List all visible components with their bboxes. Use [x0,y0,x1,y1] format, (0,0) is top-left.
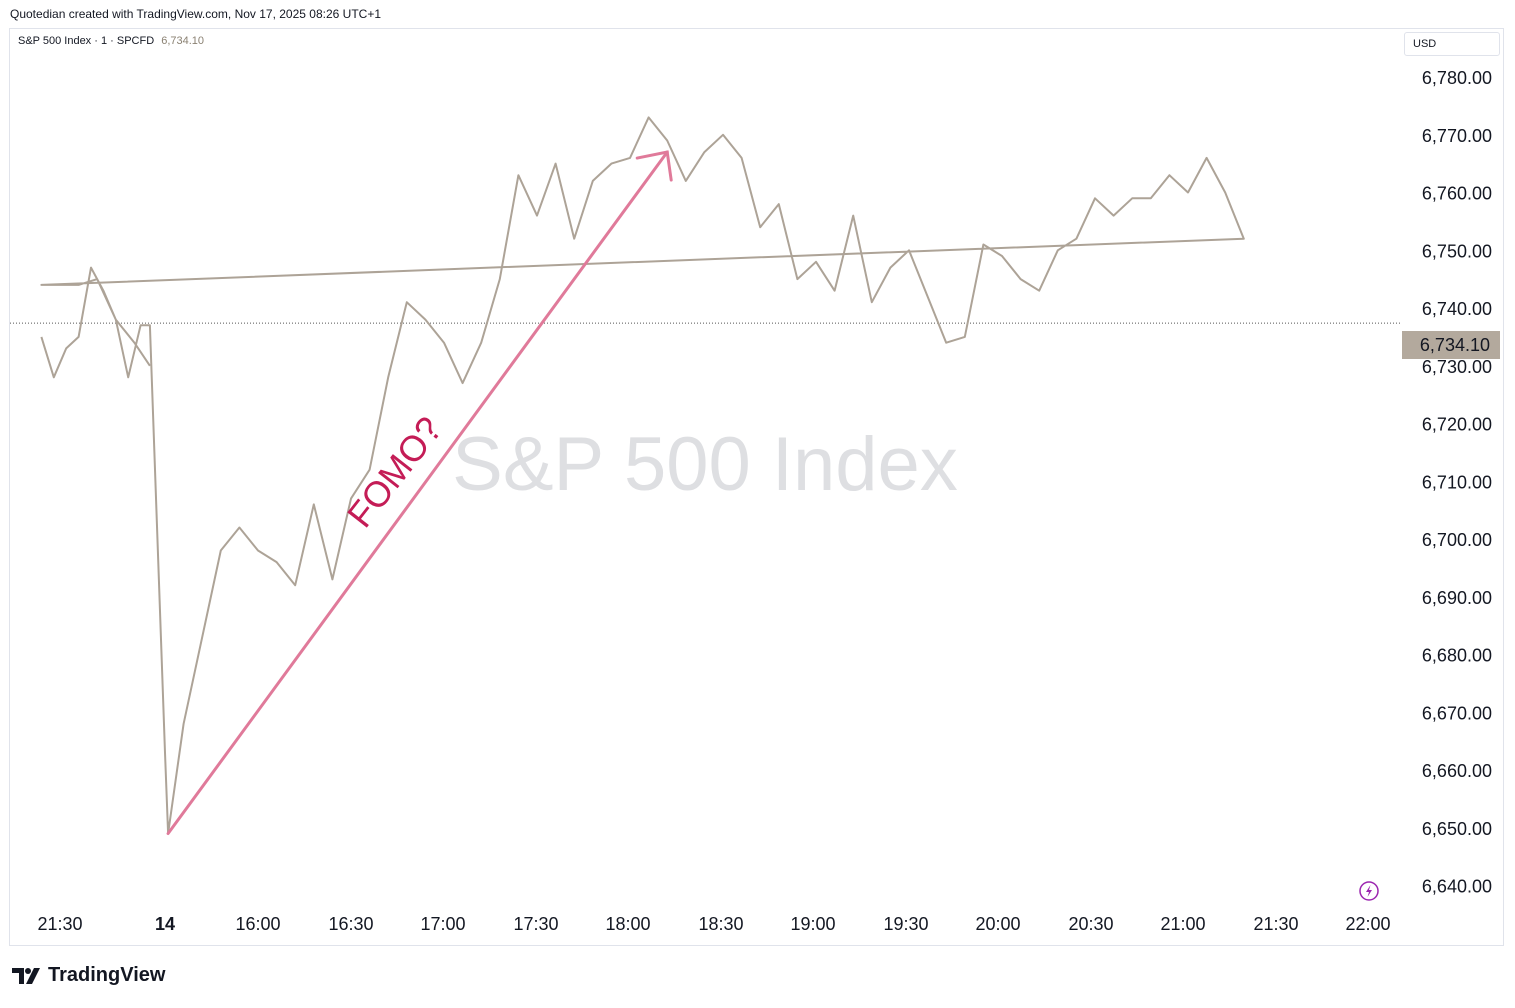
x-tick-label: 18:30 [698,914,743,934]
y-tick-label: 6,710.00 [1422,472,1492,492]
y-tick-label: 6,730.00 [1422,357,1492,377]
y-tick-label: 6,760.00 [1422,184,1492,204]
x-tick-label: 14 [155,914,175,934]
symbol-legend[interactable]: S&P 500 Index · 1 · SPCFD 6,734.10 [18,35,204,47]
x-tick-label: 16:00 [235,914,280,934]
y-tick-label: 6,670.00 [1422,703,1492,723]
y-tick-label: 6,660.00 [1422,761,1492,781]
y-tick-label: 6,720.00 [1422,415,1492,435]
x-tick-label: 21:30 [1253,914,1298,934]
x-tick-label: 17:30 [513,914,558,934]
x-tick-label: 20:30 [1068,914,1113,934]
y-tick-label: 6,640.00 [1422,877,1492,897]
x-tick-label: 19:00 [790,914,835,934]
y-tick-label: 6,700.00 [1422,530,1492,550]
y-tick-label: 6,770.00 [1422,126,1492,146]
x-tick-label: 17:00 [420,914,465,934]
legend-last-value: 6,734.10 [161,35,205,47]
lightning-icon-ring [1359,881,1379,901]
x-tick-label: 18:00 [605,914,650,934]
chart-frame [9,28,1504,946]
y-tick-label: 6,680.00 [1422,646,1492,666]
currency-button[interactable]: USD [1404,32,1500,56]
x-tick-label: 16:30 [328,914,373,934]
fomo-arrow-line [166,150,669,836]
y-tick-label: 6,750.00 [1422,241,1492,261]
brand-name: TradingView [48,964,166,986]
watermark-text: S&P 500 Index [452,422,958,507]
price-line [40,116,1245,835]
chart-caption: Quotedian created with TradingView.com, … [10,7,381,21]
x-tick-label: 20:00 [975,914,1020,934]
lightning-icon-bolt [1366,885,1372,897]
symbol-label: S&P 500 Index · 1 · SPCFD [18,35,155,47]
x-tick-label: 21:00 [1160,914,1205,934]
x-tick-label: 19:30 [883,914,928,934]
y-tick-label: 6,780.00 [1422,68,1492,88]
x-tick-label: 22:00 [1345,914,1390,934]
fomo-arrow-head [635,150,673,182]
last-price-label: 6,734.10 [1402,331,1500,359]
y-tick-label: 6,740.00 [1422,299,1492,319]
x-tick-label: 21:30 [37,914,82,934]
lightning-icon[interactable] [1359,881,1379,901]
y-tick-label: 6,650.00 [1422,819,1492,839]
y-tick-label: 6,690.00 [1422,588,1492,608]
tradingview-brand[interactable]: TradingView [12,964,165,987]
tradingview-logo-icon [12,967,40,984]
